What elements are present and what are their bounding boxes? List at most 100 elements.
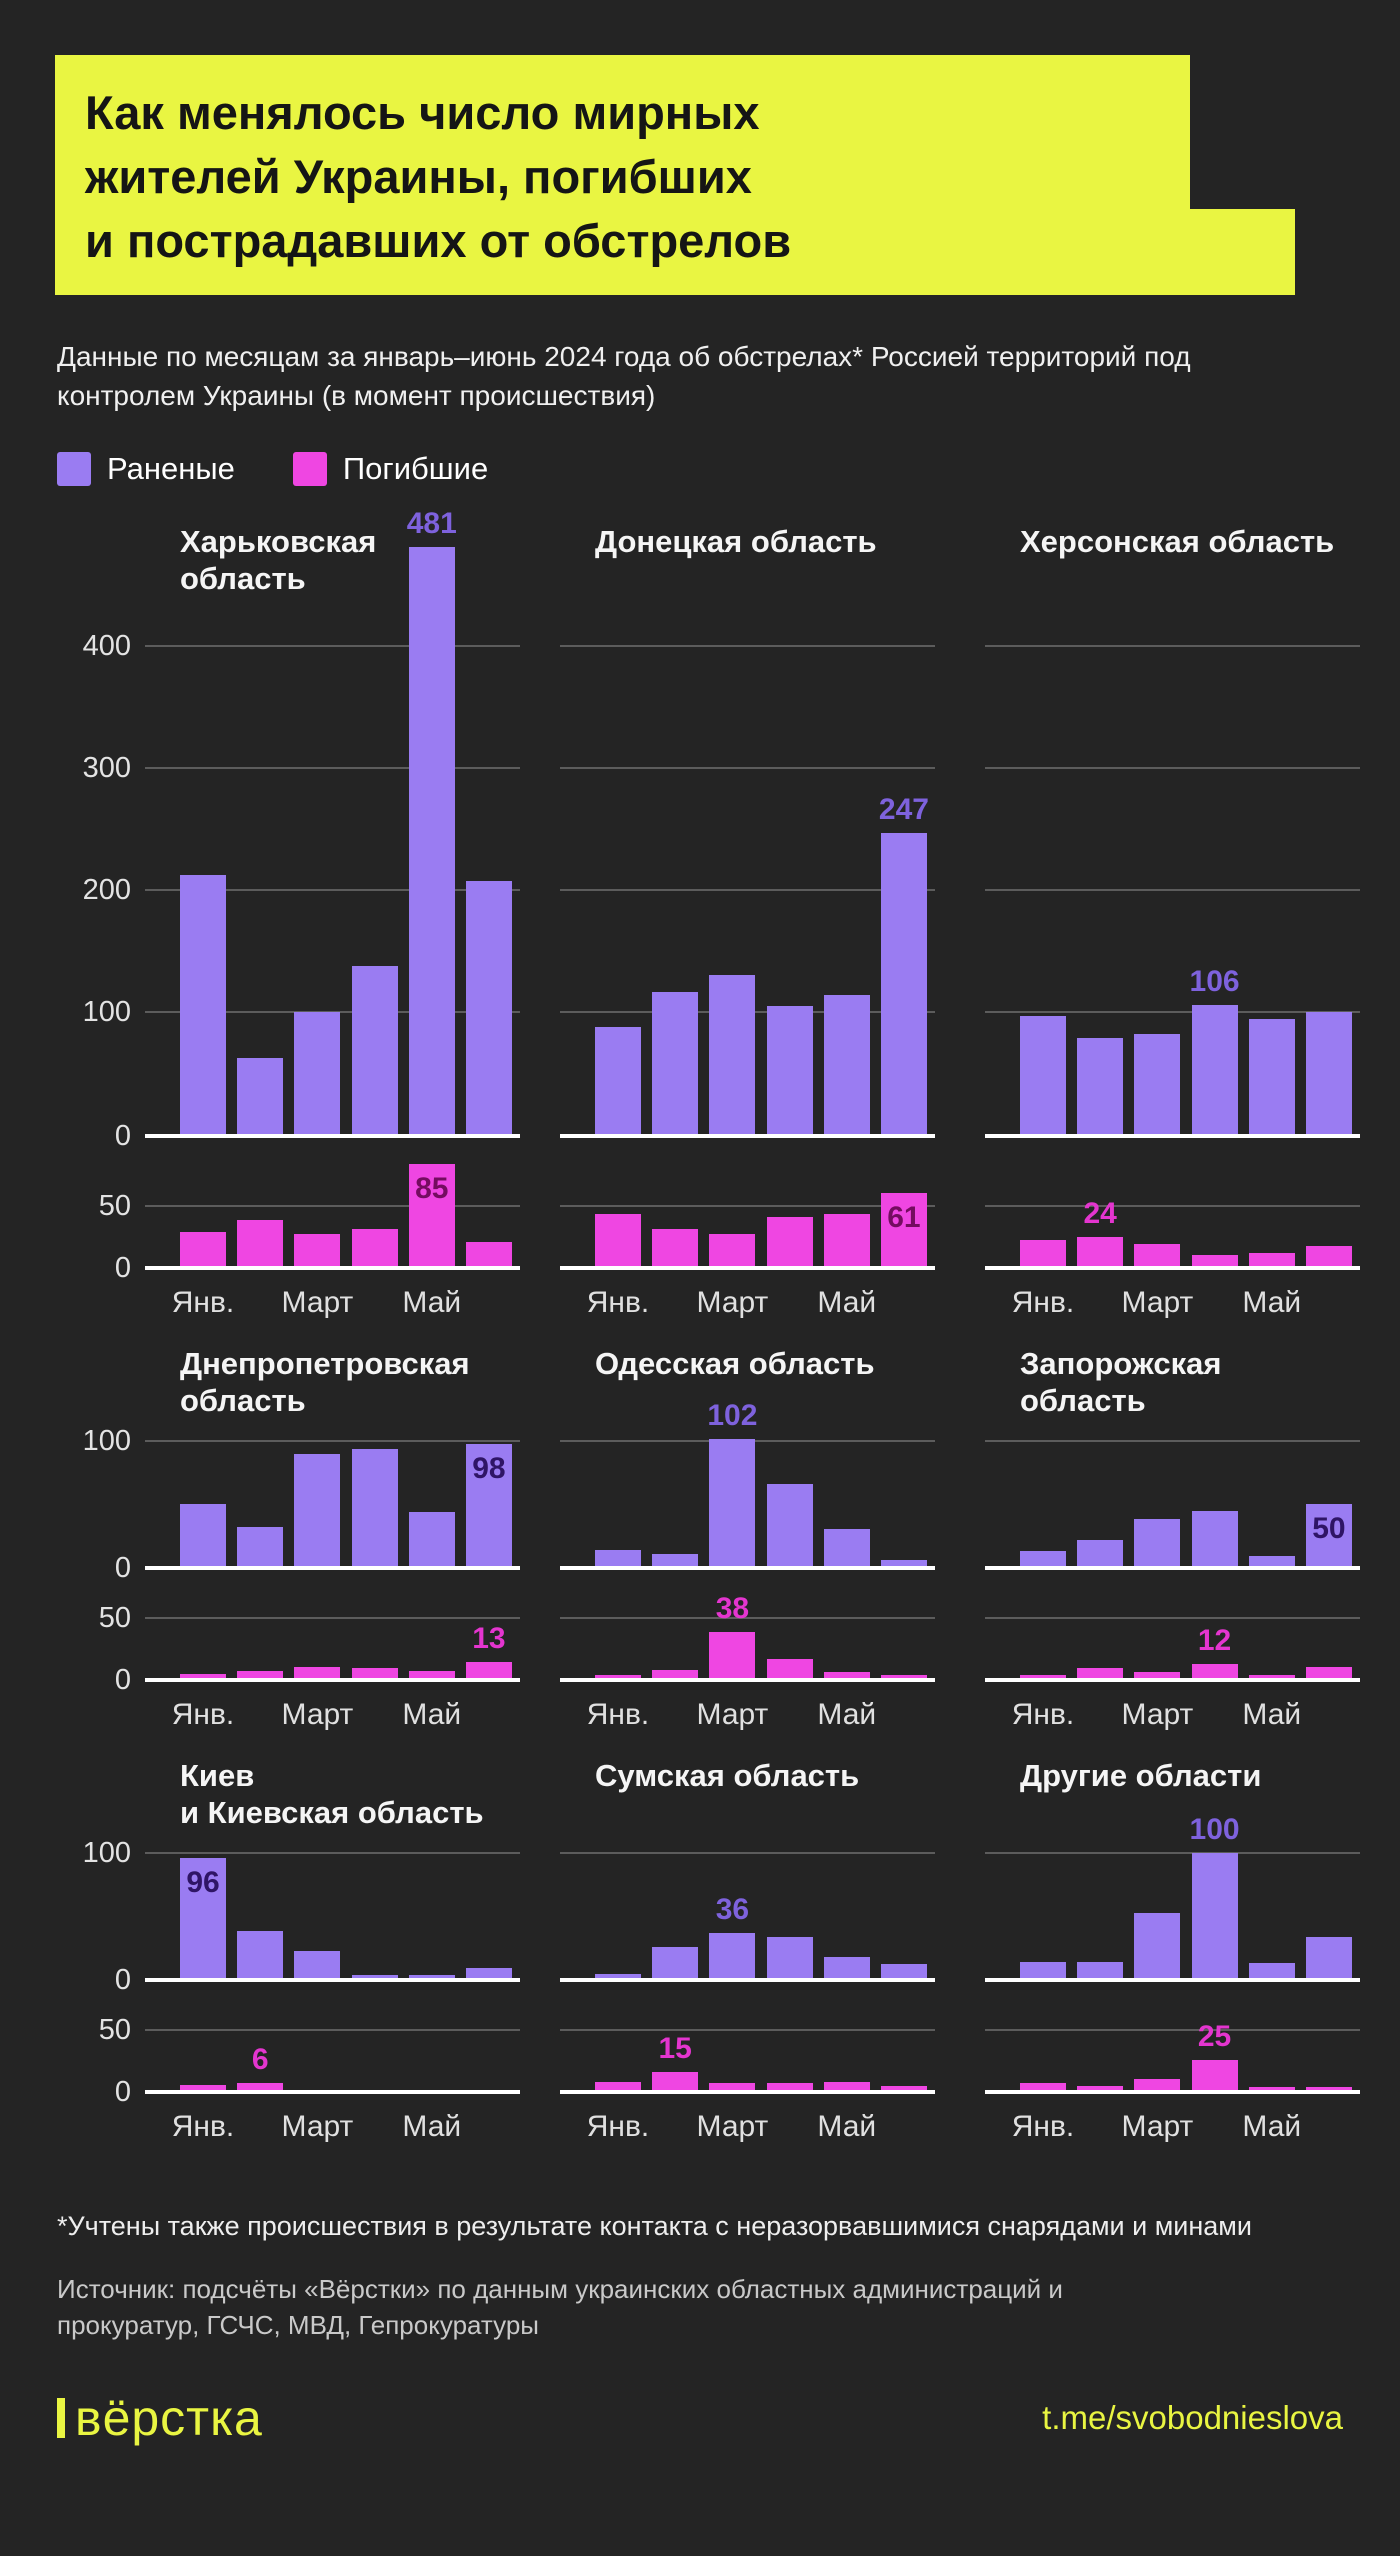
zaporizhzhia-killed-value-label: 12 xyxy=(1197,1623,1232,1657)
region-title-line: Днепропетровская xyxy=(180,1346,470,1381)
sumy-killed-bar-month-2 xyxy=(652,2072,699,2090)
dnipropetrovsk-killed-bar-month-4 xyxy=(351,1668,398,1678)
kharkiv-injured-bar-month-1 xyxy=(180,875,226,1134)
source-note: Источник: подсчёты «Вёрстки» по данным у… xyxy=(57,2274,1063,2340)
bar-slot xyxy=(1191,1162,1238,1266)
gridline-300 xyxy=(145,767,520,769)
zaporizhzhia-injured-bar-month-6 xyxy=(1305,1503,1352,1566)
region-title-line: Херсонская область xyxy=(1020,524,1335,559)
other-regions-killed-bar-month-2 xyxy=(1077,2086,1124,2090)
injured-color-swatch-icon xyxy=(57,452,91,486)
bar-slot: 15 xyxy=(652,2019,699,2090)
bar-slot: 25 xyxy=(1191,2019,1238,2090)
kyiv-killed-value-label: 6 xyxy=(251,2042,269,2076)
region-title-kyiv: Киев и Киевская область xyxy=(180,1757,520,1842)
odesa-killed-bars: 38 xyxy=(595,1592,927,1678)
other-regions-injured-chart: 1000100 xyxy=(985,1813,1360,1982)
other-regions-injured-bar-month-1 xyxy=(1020,1961,1066,1978)
zaporizhzhia-injured-bars: 50 xyxy=(1020,1430,1352,1566)
sumy-killed-bar-month-6 xyxy=(880,2086,927,2090)
kyiv-injured-bar-month-3 xyxy=(294,1950,341,1978)
zaporizhzhia-injured-bar-month-1 xyxy=(1020,1551,1066,1566)
kherson-injured-value-label: 106 xyxy=(1189,964,1240,998)
bar-slot xyxy=(180,1607,226,1678)
dnipropetrovsk-killed-chart: 50 0 13 xyxy=(99,1602,520,1696)
legend-label-killed: Погибшие xyxy=(342,451,489,486)
kharkiv-killed-bar-month-3 xyxy=(294,1233,341,1266)
bar-slot: 6 xyxy=(237,2019,284,2090)
dnipropetrovsk-injured-bar-month-5 xyxy=(408,1512,455,1566)
bar-slot xyxy=(595,1162,641,1266)
kharkiv-killed-bar-month-4 xyxy=(351,1228,398,1266)
kyiv-injured-bar-month-1 xyxy=(180,1858,226,1978)
region-title-line: и Киевская область xyxy=(180,1795,484,1830)
month-label: Март xyxy=(281,1286,354,1319)
kharkiv-injured-chart: 400 300 200 100 0 481 xyxy=(83,507,520,1152)
sumy-injured-bar-month-6 xyxy=(880,1964,927,1978)
donetsk-killed-chart: 50061 xyxy=(560,1162,935,1270)
month-label: Янв. xyxy=(171,1286,235,1319)
bar-slot: 24 xyxy=(1077,1162,1124,1266)
bar-slot xyxy=(823,2019,870,2090)
bar-slot xyxy=(1020,1842,1066,1978)
legend-item-injured: Раненые xyxy=(57,451,235,487)
other-regions-killed-bars: 25 xyxy=(1020,2019,1352,2090)
zaporizhzhia-injured-bar-month-3 xyxy=(1134,1518,1181,1566)
region-title-kherson: Херсонская область xyxy=(1020,523,1360,593)
killed-color-swatch-icon xyxy=(292,452,327,486)
month-label: Май xyxy=(817,1698,877,1731)
bar-slot xyxy=(237,1162,284,1266)
dnipropetrovsk-killed-bar-month-2 xyxy=(237,1670,284,1678)
gridline-200 xyxy=(560,889,935,891)
verstka-logo-mark-icon xyxy=(57,2398,65,2438)
bar-slot xyxy=(709,2019,756,2090)
other-regions-injured-bar-month-4 xyxy=(1191,1853,1238,1978)
kyiv-x-axis-labels: Янв. Март Май xyxy=(172,2094,512,2149)
legend-label-injured: Раненые xyxy=(107,451,235,486)
gridline-50 xyxy=(985,1205,1360,1207)
region-cell-inner: Днепропетровская область 100 0 98 50 0 13 Янв. Ма… xyxy=(83,1345,520,1737)
bar-slot xyxy=(709,1162,756,1266)
bar-slot xyxy=(466,2019,512,2090)
axis-tick-100: 100 xyxy=(82,1837,131,1869)
bar-slot xyxy=(237,1842,284,1978)
gridline-50 xyxy=(560,1205,935,1207)
kyiv-killed-bars: 6 xyxy=(180,2019,512,2090)
bar-slot xyxy=(1248,1842,1295,1978)
month-label: Янв. xyxy=(171,1698,235,1731)
region-title-line: Запорожская xyxy=(1020,1346,1222,1381)
region-title-line: Сумская область xyxy=(595,1758,860,1793)
kharkiv-x-axis-labels: Янв. Март Май xyxy=(172,1270,512,1325)
odesa-injured-bar-month-5 xyxy=(823,1528,870,1566)
donetsk-x-axis-labels: Янв. Март Май xyxy=(587,1270,927,1325)
zaporizhzhia-injured-bar-month-4 xyxy=(1191,1511,1238,1566)
other-regions-killed-bar-month-6 xyxy=(1305,2087,1352,2090)
bar-slot: 96 xyxy=(180,1842,226,1978)
sumy-injured-bar-month-2 xyxy=(652,1946,699,1978)
bar-slot xyxy=(408,1430,455,1566)
donetsk-injured-bar-month-5 xyxy=(823,994,870,1134)
kherson-injured-chart: 4003002001000106 xyxy=(985,593,1360,1138)
bar-slot xyxy=(352,2019,398,2090)
telegram-link[interactable]: t.me/svobodnieslova xyxy=(1042,2399,1343,2436)
month-label: Март xyxy=(281,2110,354,2143)
bar-slot xyxy=(294,2019,340,2090)
kharkiv-injured-bar-month-3 xyxy=(294,1012,341,1134)
sumy-killed-bar-month-5 xyxy=(823,2081,870,2090)
other-regions-killed-chart: 50025 xyxy=(985,2019,1360,2094)
bar-slot xyxy=(1248,593,1295,1134)
odesa-killed-bar-month-6 xyxy=(880,1675,927,1678)
bar-slot xyxy=(294,1430,341,1566)
axis-tick-0: 0 xyxy=(114,1120,131,1152)
bar-slot xyxy=(823,1842,870,1978)
month-label: Март xyxy=(696,2110,769,2143)
kyiv-injured-bars: 96 xyxy=(180,1842,512,1978)
month-label: Май xyxy=(402,1698,462,1731)
odesa-killed-bar-month-1 xyxy=(595,1675,641,1678)
bar-slot: 98 xyxy=(465,1430,512,1566)
gridline-300 xyxy=(985,767,1360,769)
axis-tick-300: 300 xyxy=(82,752,131,784)
kyiv-injured-bar-month-4 xyxy=(351,1975,398,1978)
odesa-injured-bars: 102 xyxy=(595,1399,927,1566)
